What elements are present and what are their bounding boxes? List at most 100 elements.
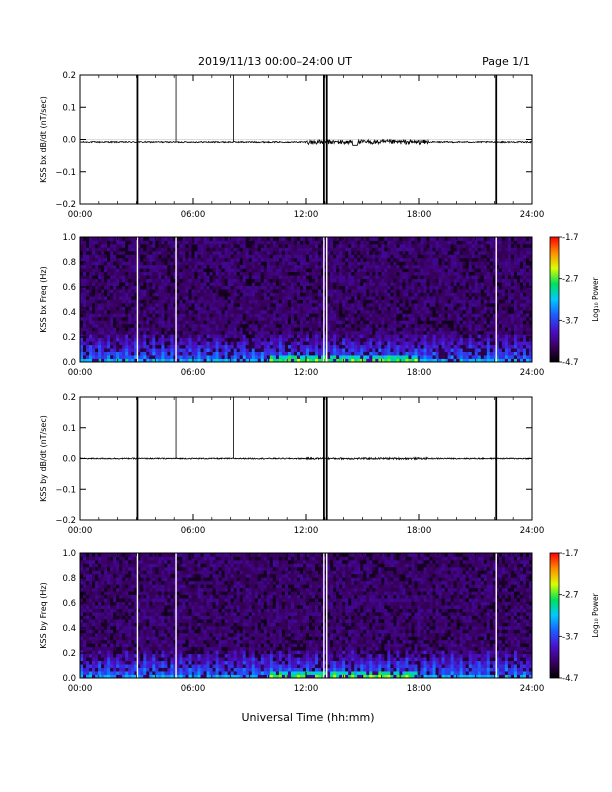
- spectrogram-cell: [266, 240, 271, 245]
- spectrogram-cell: [411, 344, 415, 349]
- spectrogram-cell: [218, 257, 223, 262]
- spectrogram-cell: [191, 337, 195, 342]
- spectrogram-cell: [456, 254, 461, 259]
- spectrogram-cell: [128, 247, 132, 252]
- spectrogram-cell: [366, 337, 370, 342]
- spectrogram-cell: [477, 299, 482, 304]
- spectrogram-cell: [254, 302, 259, 307]
- spectrogram-cell: [164, 306, 168, 311]
- spectrogram-cell: [263, 316, 268, 321]
- spectrogram-cell: [444, 313, 449, 318]
- spectrogram-cell: [254, 334, 259, 339]
- spectrogram-cell: [188, 237, 192, 241]
- spectrogram-cell: [296, 271, 301, 276]
- spectrogram-cell: [251, 337, 256, 342]
- spectrogram-cell: [110, 355, 114, 359]
- spectrogram-cell: [480, 257, 485, 262]
- spectrogram-cell: [257, 330, 262, 335]
- spectrogram-cell: [197, 299, 201, 304]
- spectrogram-cell: [179, 348, 183, 352]
- spectrogram-cell: [465, 299, 470, 304]
- spectrogram-cell: [357, 243, 361, 248]
- x-tick-label: 18:00: [407, 210, 432, 220]
- spectrogram-cell: [348, 341, 352, 346]
- spectrogram-cell: [140, 292, 144, 297]
- spectrogram-cell: [197, 348, 201, 352]
- spectrogram-cell: [86, 240, 90, 245]
- spectrogram-cell: [146, 292, 150, 297]
- spectrogram-cell: [489, 330, 494, 335]
- spectrogram-cell: [426, 341, 430, 346]
- spectrogram-cell: [164, 278, 168, 283]
- spectrogram-cell: [182, 313, 186, 318]
- spectrogram-cell: [221, 237, 226, 241]
- spectrogram-cell: [212, 337, 216, 342]
- spectrogram-cell: [131, 292, 135, 297]
- spectrogram-cell: [345, 320, 349, 325]
- spectrogram-cell: [104, 271, 108, 276]
- spectrogram-cell: [459, 344, 464, 349]
- spectrogram-cell: [200, 323, 204, 328]
- spectrogram-cell: [360, 351, 364, 356]
- spectrogram-cell: [339, 323, 343, 328]
- spectrogram-cell: [387, 275, 391, 280]
- spectrogram-cell: [447, 334, 452, 339]
- spectrogram-cell: [125, 289, 129, 293]
- spectrogram-cell: [113, 275, 117, 280]
- spectrogram-cell: [435, 278, 439, 283]
- spectrogram-cell: [408, 302, 412, 307]
- spectrogram-cell: [306, 323, 310, 328]
- spectrogram-cell: [333, 334, 337, 339]
- spectrogram-cell: [236, 278, 241, 283]
- spectrogram-cell: [176, 254, 180, 259]
- spectrogram-cell: [275, 351, 280, 356]
- spectrogram-cell: [372, 257, 376, 262]
- spectrogram-cell: [92, 254, 96, 259]
- spectrogram-cell: [173, 337, 177, 342]
- spectrogram-cell: [224, 299, 229, 304]
- spectrogram-cell: [468, 268, 473, 273]
- spectrogram-cell: [173, 323, 177, 328]
- spectrogram-cell: [212, 257, 216, 262]
- spectrogram-cell: [333, 296, 337, 300]
- spectrogram-cell: [306, 302, 310, 307]
- spectrogram-cell: [92, 237, 96, 241]
- spectrogram-cell: [248, 320, 253, 325]
- spectrogram-cell: [167, 292, 171, 297]
- spectrogram-cell: [453, 351, 458, 356]
- spectrogram-cell: [438, 261, 442, 266]
- spectrogram-cell: [441, 351, 446, 356]
- spectrogram-cell: [381, 257, 385, 262]
- spectrogram-cell: [167, 250, 171, 255]
- spectrogram-cell: [209, 240, 213, 245]
- spectrogram-cell: [426, 247, 430, 252]
- spectrogram-cell: [309, 247, 313, 252]
- spectrogram-cell: [269, 302, 274, 307]
- spectrogram-cell: [459, 285, 464, 290]
- spectrogram-cell: [239, 247, 244, 252]
- spectrogram-cell: [438, 237, 442, 241]
- spectrogram-cell: [239, 306, 244, 311]
- spectrogram-cell: [131, 309, 135, 314]
- spectrogram-cell: [363, 254, 367, 259]
- spectrogram-cell: [266, 306, 271, 311]
- spectrogram-cell: [197, 296, 201, 300]
- spectrogram-cell: [408, 299, 412, 304]
- spectrogram-cell: [98, 344, 102, 349]
- spectrogram-cell: [293, 275, 298, 280]
- spectrogram-cell: [333, 351, 337, 356]
- spectrogram-cell: [203, 337, 207, 342]
- spectrogram-cell: [411, 341, 415, 346]
- spectrogram-cell: [92, 351, 96, 356]
- spectrogram-cell: [441, 261, 446, 266]
- spectrogram-cell: [224, 254, 229, 259]
- spectrogram-cell: [468, 278, 473, 283]
- spectrogram-cell: [429, 278, 433, 283]
- spectrogram-cell: [339, 247, 343, 252]
- spectrogram-cell: [399, 254, 403, 259]
- spectrogram-cell: [378, 268, 382, 273]
- spectrogram-cell: [462, 306, 467, 311]
- spectrogram-cell: [426, 261, 430, 266]
- spectrogram-cell: [360, 330, 364, 335]
- spectrogram-cell: [128, 341, 132, 346]
